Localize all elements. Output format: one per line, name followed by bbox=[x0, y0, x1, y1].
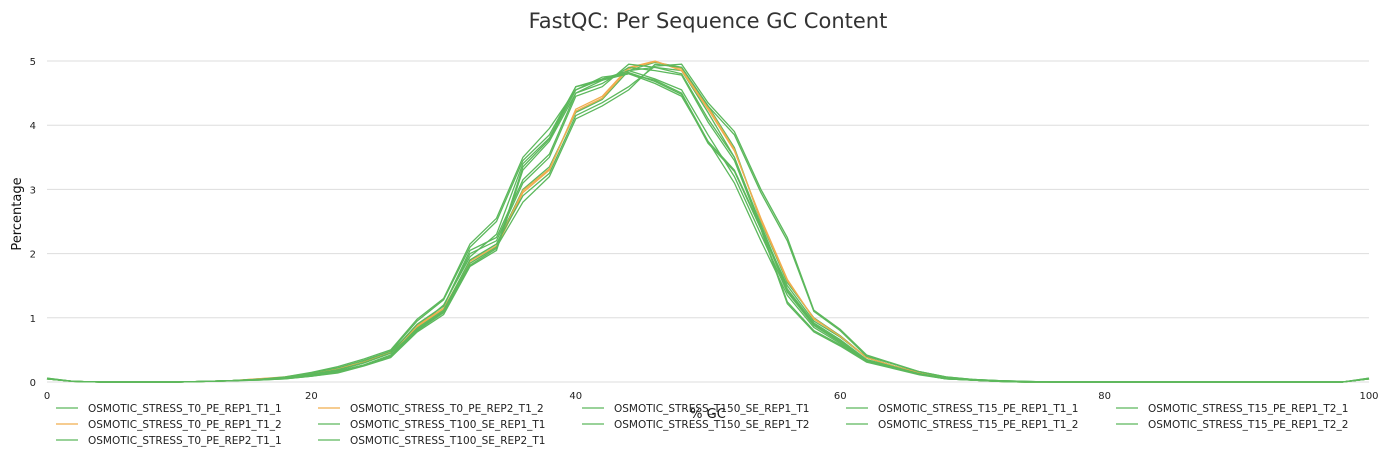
x-tick-label: 100 bbox=[1359, 391, 1378, 402]
legend-item[interactable]: OSMOTIC_STRESS_T15_PE_REP1_T1_2 bbox=[846, 419, 1078, 431]
legend-item[interactable]: OSMOTIC_STRESS_T15_PE_REP1_T2_1 bbox=[1116, 403, 1348, 415]
legend-item[interactable]: OSMOTIC_STRESS_T100_SE_REP1_T1 bbox=[318, 419, 545, 431]
x-tick-label: 40 bbox=[569, 391, 582, 402]
y-tick-label: 4 bbox=[30, 121, 36, 132]
legend-label: OSMOTIC_STRESS_T150_SE_REP1_T2 bbox=[614, 419, 809, 431]
y-tick-label: 5 bbox=[30, 57, 36, 68]
legend-item[interactable]: OSMOTIC_STRESS_T0_PE_REP2_T1_1 bbox=[56, 435, 282, 447]
legend-label: OSMOTIC_STRESS_T0_PE_REP1_T1_1 bbox=[88, 403, 282, 415]
legend-item[interactable]: OSMOTIC_STRESS_T0_PE_REP2_T1_2 bbox=[318, 403, 544, 415]
legend-label: OSMOTIC_STRESS_T15_PE_REP1_T2_2 bbox=[1148, 419, 1348, 431]
series-line-osmotic-stress-t0-pe-rep1-t1-2[interactable] bbox=[46, 60, 1370, 383]
legend-label: OSMOTIC_STRESS_T15_PE_REP1_T2_1 bbox=[1148, 403, 1348, 415]
series-line-osmotic-stress-t15-pe-rep1-t2-2[interactable] bbox=[46, 66, 1370, 383]
legend-item[interactable]: OSMOTIC_STRESS_T15_PE_REP1_T1_1 bbox=[846, 403, 1078, 415]
legend-label: OSMOTIC_STRESS_T0_PE_REP1_T1_2 bbox=[88, 419, 282, 431]
x-axis-ticks: 0 20 40 60 80 100 bbox=[44, 391, 1379, 402]
series-line-osmotic-stress-t100-se-rep2-t1[interactable] bbox=[46, 69, 1370, 383]
legend-item[interactable]: OSMOTIC_STRESS_T15_PE_REP1_T2_2 bbox=[1116, 419, 1348, 431]
x-axis-label: % GC bbox=[690, 407, 726, 422]
legend-label: OSMOTIC_STRESS_T0_PE_REP2_T1_1 bbox=[88, 435, 282, 447]
legend-label: OSMOTIC_STRESS_T100_SE_REP1_T1 bbox=[350, 419, 545, 431]
legend: OSMOTIC_STRESS_T0_PE_REP1_T1_1 OSMOTIC_ST… bbox=[56, 403, 1348, 447]
y-tick-label: 2 bbox=[30, 250, 36, 261]
y-axis-ticks: 0 1 2 3 4 5 bbox=[30, 57, 36, 389]
chart-title: FastQC: Per Sequence GC Content bbox=[529, 9, 888, 33]
x-tick-label: 20 bbox=[305, 391, 318, 402]
legend-item[interactable]: OSMOTIC_STRESS_T0_PE_REP1_T1_1 bbox=[56, 403, 282, 415]
x-tick-label: 60 bbox=[834, 391, 847, 402]
legend-label: OSMOTIC_STRESS_T15_PE_REP1_T1_1 bbox=[878, 403, 1078, 415]
series-lines bbox=[46, 60, 1370, 383]
legend-item[interactable]: OSMOTIC_STRESS_T100_SE_REP2_T1 bbox=[318, 435, 545, 447]
series-line-osmotic-stress-t100-se-rep1-t1[interactable] bbox=[46, 73, 1370, 383]
series-line-osmotic-stress-t0-pe-rep1-t1-1[interactable] bbox=[46, 66, 1370, 383]
series-line-osmotic-stress-t15-pe-rep1-t1-1[interactable] bbox=[46, 73, 1370, 383]
y-tick-label: 3 bbox=[30, 185, 36, 196]
legend-item[interactable]: OSMOTIC_STRESS_T0_PE_REP1_T1_2 bbox=[56, 419, 282, 431]
legend-label: OSMOTIC_STRESS_T100_SE_REP2_T1 bbox=[350, 435, 545, 447]
legend-item[interactable]: OSMOTIC_STRESS_T150_SE_REP1_T2 bbox=[582, 419, 809, 431]
legend-label: OSMOTIC_STRESS_T15_PE_REP1_T1_2 bbox=[878, 419, 1078, 431]
legend-item[interactable]: OSMOTIC_STRESS_T150_SE_REP1_T1 bbox=[582, 403, 809, 415]
y-tick-label: 0 bbox=[30, 378, 36, 389]
y-axis-label: Percentage bbox=[10, 177, 25, 250]
legend-label: OSMOTIC_STRESS_T0_PE_REP2_T1_2 bbox=[350, 403, 544, 415]
x-tick-label: 0 bbox=[44, 391, 50, 402]
x-tick-label: 80 bbox=[1098, 391, 1111, 402]
legend-label: OSMOTIC_STRESS_T150_SE_REP1_T1 bbox=[614, 403, 809, 415]
y-tick-label: 1 bbox=[30, 314, 36, 325]
